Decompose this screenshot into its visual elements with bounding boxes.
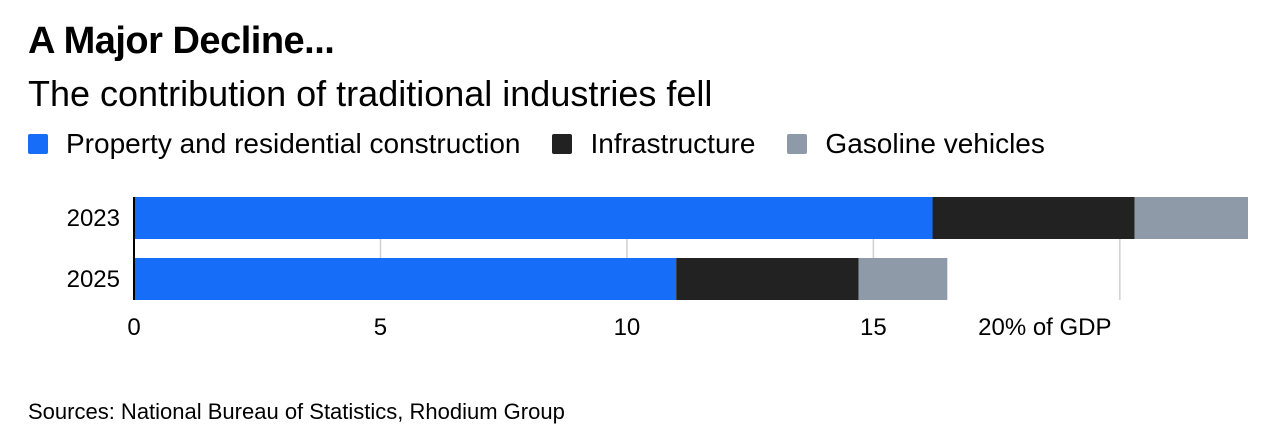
source-note: Sources: National Bureau of Statistics, … [28,399,565,424]
x-tick-label-0: 0 [127,314,140,341]
x-tick-label-15: 15 [860,314,887,341]
bar-2025-infrastructure [676,258,859,300]
legend-swatch-gasoline [787,134,808,154]
legend-item-infrastructure: Infrastructure [552,126,755,162]
bar-2023-property [134,197,933,239]
legend-item-property: Property and residential construction [28,126,520,162]
legend-item-gasoline: Gasoline vehicles [787,126,1045,162]
legend-label-property: Property and residential construction [66,128,521,159]
category-label-2023: 2023 [67,205,120,232]
legend-swatch-infrastructure [552,134,573,154]
bar-2023-infrastructure [932,197,1135,239]
category-label-2025: 2025 [67,266,120,293]
x-tick-label-10: 10 [614,314,641,341]
chart-subtitle: The contribution of traditional industri… [28,73,713,114]
x-tick-label-5: 5 [374,314,387,341]
chart-title: A Major Decline... [28,20,335,62]
bar-2025-gasoline [858,258,948,300]
stacked-bar-chart: 2023 2025 0 5 10 15 20% of GDP [67,197,1248,341]
bar-2023-gasoline [1134,197,1248,239]
x-tick-label-20: 20% of GDP [978,314,1111,341]
legend-label-gasoline: Gasoline vehicles [825,128,1045,159]
legend-swatch-property [28,134,48,154]
legend-label-infrastructure: Infrastructure [590,128,756,159]
legend: Property and residential construction In… [28,126,1077,162]
bar-2025-property [134,258,677,300]
